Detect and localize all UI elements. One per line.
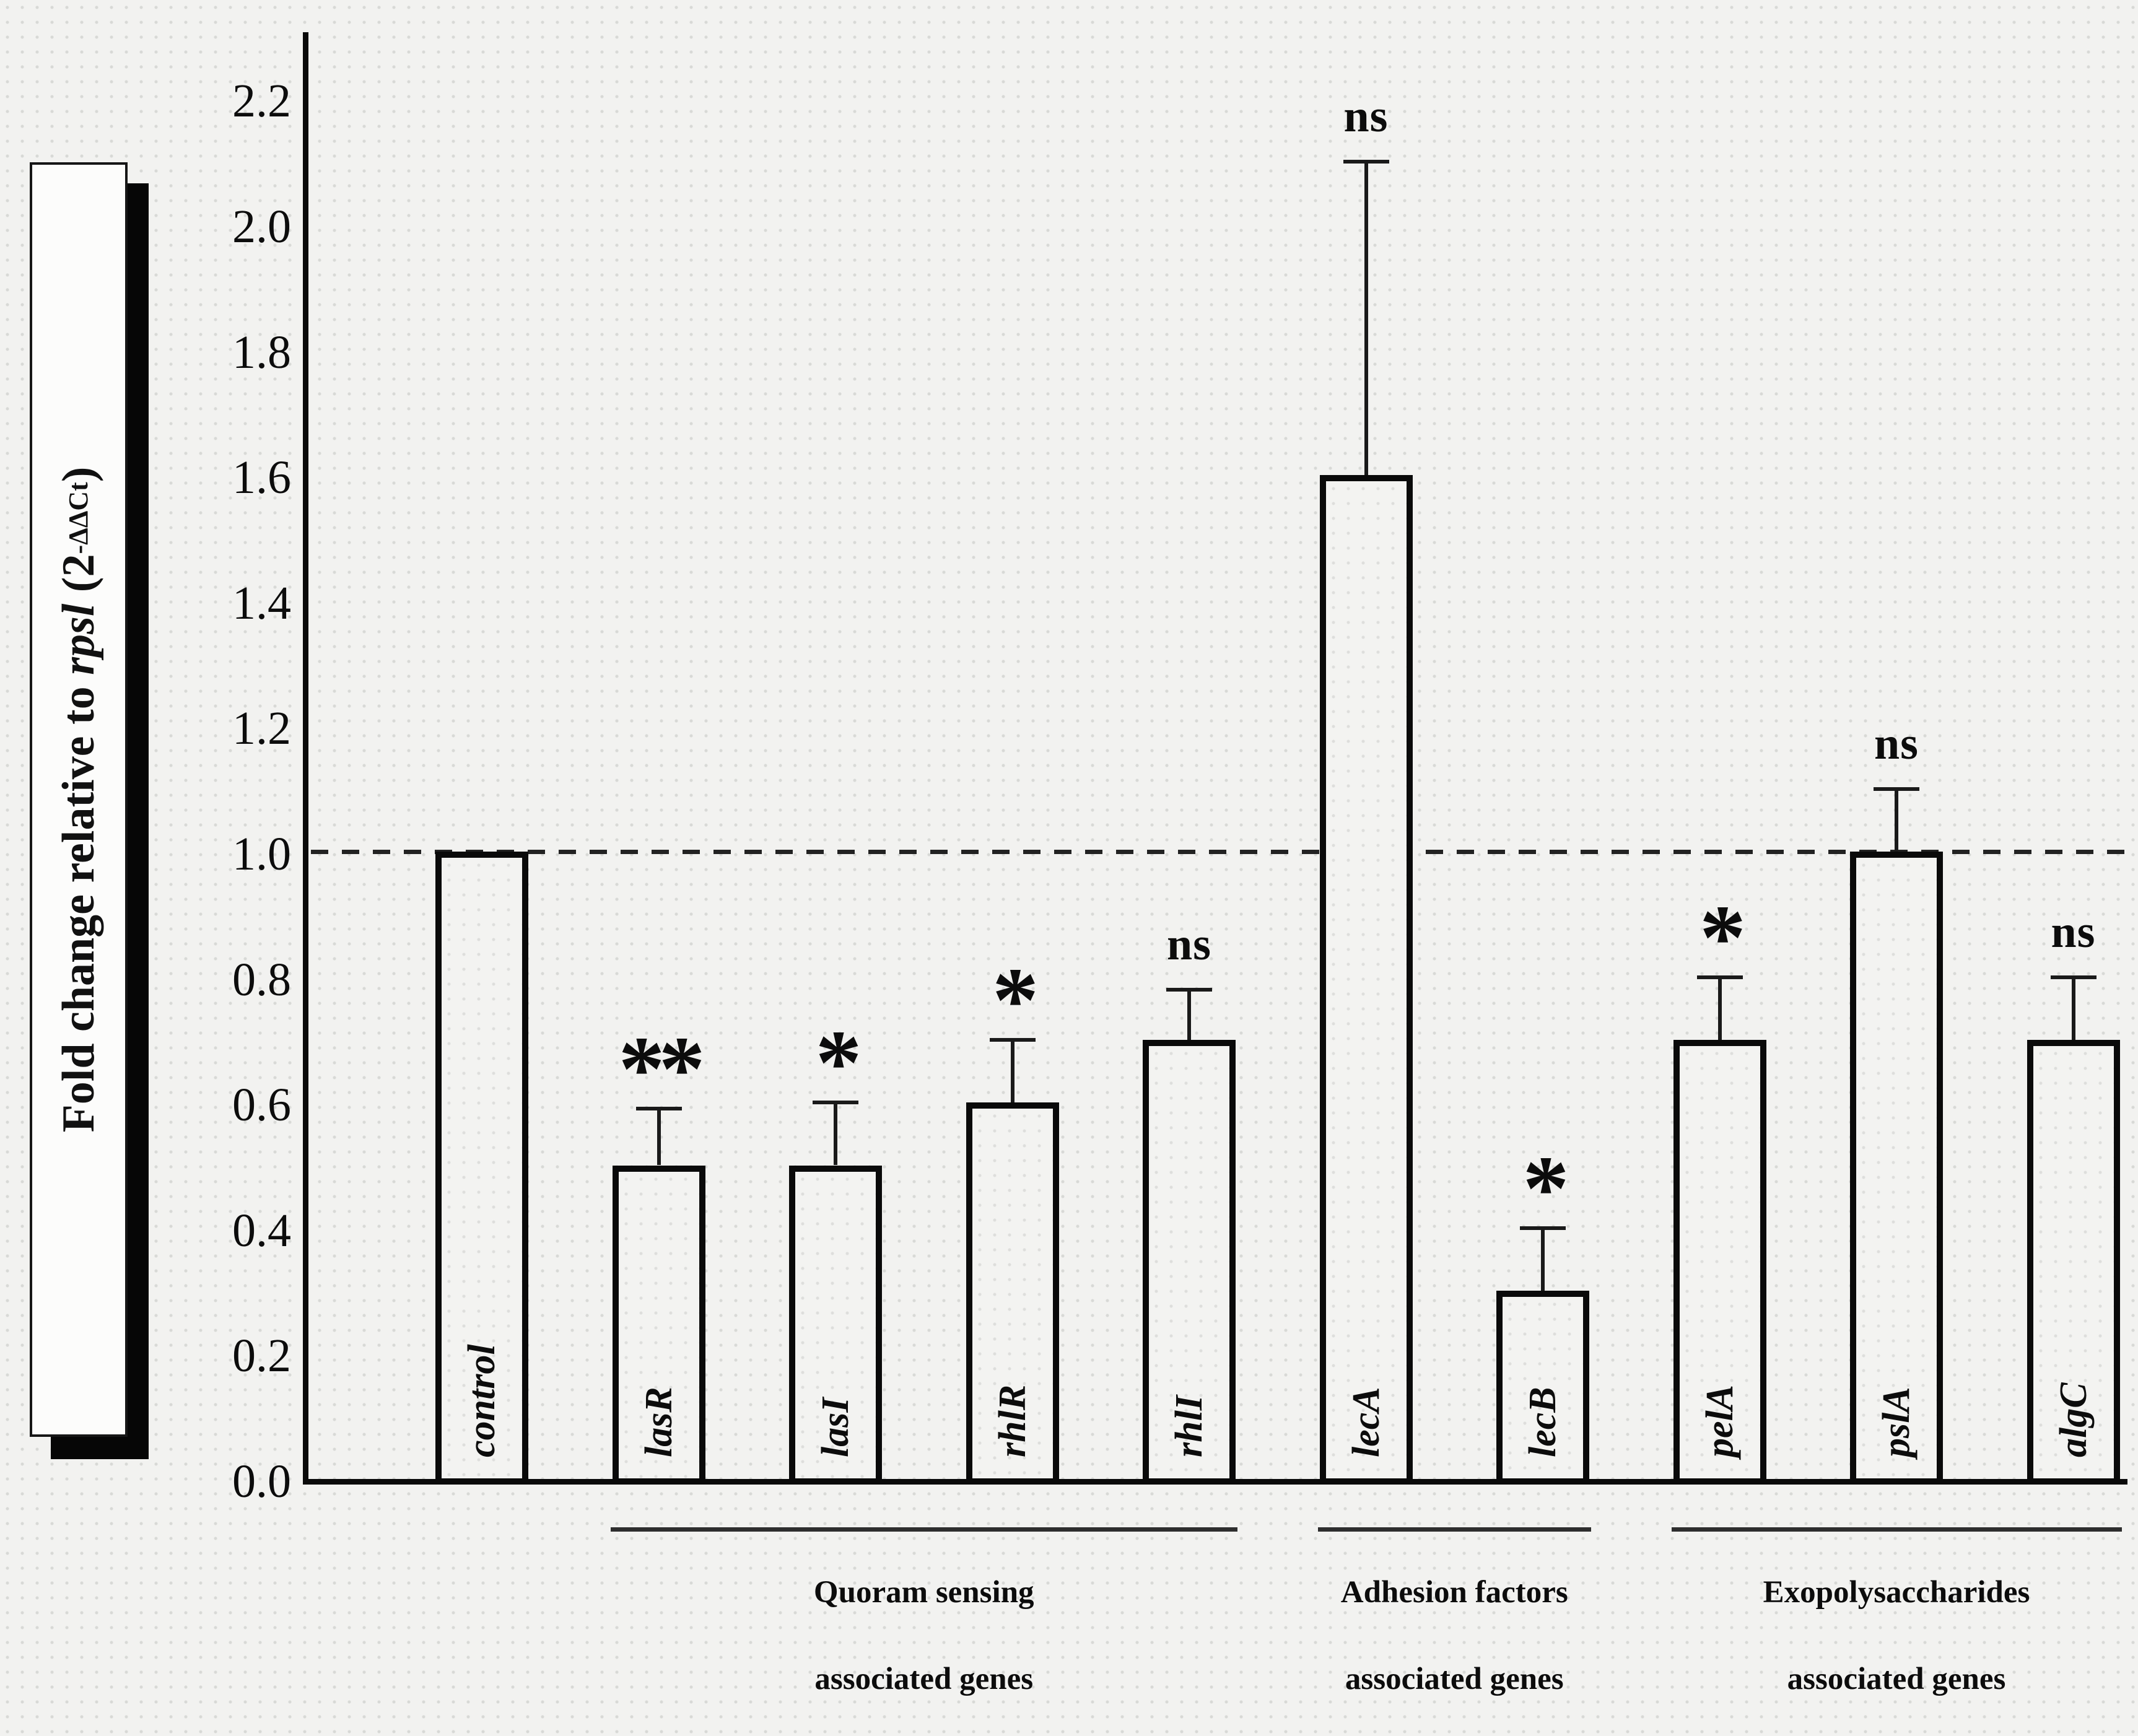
significance-marker: * [992, 948, 1039, 1052]
error-bar [1364, 161, 1368, 476]
bar-label: lasR [637, 1387, 680, 1457]
significance-marker: * [1699, 886, 1746, 989]
error-bar [1187, 989, 1191, 1040]
error-bar-cap [1696, 975, 1743, 979]
bar [612, 1165, 705, 1485]
bar-label: rhlR [991, 1384, 1034, 1457]
error-bar [834, 1102, 837, 1166]
error-bar-cap [635, 1107, 682, 1111]
error-bar [1895, 788, 1898, 852]
bar-label: lasI [814, 1397, 857, 1457]
bar-label: pelA [1698, 1384, 1741, 1457]
bar [435, 852, 528, 1485]
error-bar [657, 1109, 661, 1166]
error-bar-cap [1874, 787, 1919, 791]
significance-marker: * [1522, 1136, 1569, 1240]
group-label-line1: Quoram sensing [813, 1575, 1034, 1610]
bar [966, 1102, 1059, 1485]
bar [1143, 1039, 1236, 1485]
group-label-line2: associated genes [814, 1662, 1034, 1696]
y-axis-title-gene: rpsl [53, 603, 104, 675]
significance-marker: ** [618, 1018, 705, 1121]
significance-marker: ns [1874, 718, 1919, 769]
group-label-line1: Adhesion factors [1340, 1575, 1568, 1610]
y-tick-label: 1.8 [232, 326, 291, 378]
group-underline [1671, 1527, 2122, 1532]
y-tick-label: 0.4 [232, 1204, 291, 1257]
error-bar-cap [1520, 1226, 1566, 1230]
group-label-line2: associated genes [1345, 1662, 1564, 1696]
y-axis-title-close: ) [53, 466, 104, 482]
significance-marker: * [815, 1011, 862, 1115]
bar-label: pslA [1875, 1387, 1918, 1457]
y-tick-label: 2.0 [232, 201, 291, 253]
error-bar-cap [813, 1101, 858, 1105]
bar-label: lecB [1522, 1387, 1564, 1457]
y-tick-label: 1.6 [232, 451, 291, 504]
group-underline [1317, 1527, 1591, 1532]
y-tick-label: 1.2 [232, 702, 291, 755]
significance-marker: ns [1343, 90, 1389, 142]
group-underline [610, 1527, 1237, 1532]
bar [2027, 1039, 2120, 1485]
significance-marker: ns [1167, 918, 1211, 970]
error-bar-cap [1166, 987, 1212, 992]
error-bar-cap [989, 1037, 1036, 1042]
error-bar-cap [2050, 975, 2097, 979]
error-bar [1717, 977, 1722, 1040]
bar-label: control [461, 1344, 503, 1457]
y-axis-title-text: Fold change relative to [53, 674, 104, 1133]
bar [1850, 852, 1943, 1485]
bar-label: algC [2052, 1382, 2095, 1457]
y-tick-label: 0.2 [232, 1330, 291, 1382]
y-axis-title: Fold change relative to rpsl (2 -ΔΔCt) [30, 162, 128, 1437]
bar [789, 1165, 882, 1485]
bar-label: lecA [1345, 1387, 1387, 1457]
y-tick-label: 0.6 [232, 1079, 291, 1132]
y-tick-label: 1.0 [232, 828, 291, 880]
error-bar [2071, 977, 2075, 1040]
significance-marker: ns [2051, 906, 2096, 957]
bar [1496, 1291, 1589, 1485]
y-tick-label: 1.4 [232, 577, 291, 629]
y-axis-line [303, 32, 308, 1485]
reference-dashed-line [311, 850, 2131, 854]
bar [1319, 475, 1413, 1485]
bar [1673, 1039, 1766, 1485]
y-tick-label: 2.2 [232, 75, 291, 128]
y-tick-label: 0.8 [232, 953, 291, 1006]
error-bar [1541, 1228, 1545, 1291]
group-label-line1: Exopolysaccharides [1763, 1575, 2030, 1610]
y-axis-title-superscript: -ΔΔCt [63, 482, 94, 554]
y-axis-title-open: (2 [53, 554, 104, 604]
group-label-line2: associated genes [1787, 1662, 2006, 1696]
error-bar [1010, 1039, 1014, 1103]
y-axis-label-box [30, 162, 128, 1437]
bar-label: rhlI [1168, 1395, 1210, 1457]
error-bar-cap [1343, 159, 1389, 164]
y-tick-label: 0.0 [232, 1455, 291, 1507]
